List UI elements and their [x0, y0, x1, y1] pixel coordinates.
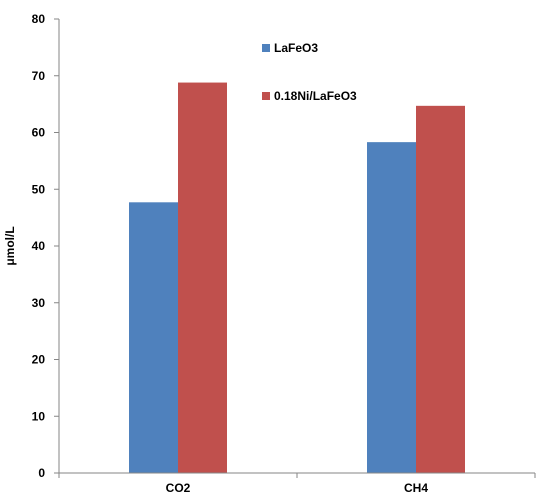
x-tick-label-ch4: CH4: [404, 481, 428, 495]
y-tick-label: 40: [32, 239, 46, 253]
legend-swatch-series-1: [262, 44, 270, 52]
y-tick-label: 60: [32, 126, 46, 140]
y-axis-title: μmol/L: [3, 226, 17, 265]
y-tick-label: 80: [32, 12, 46, 26]
bar-ch4-series-1: [367, 142, 416, 473]
legend-swatch-series-2: [262, 92, 270, 100]
legend-label-series-1: LaFeO3: [274, 41, 318, 55]
y-tick-label: 50: [32, 182, 46, 196]
y-tick-label: 0: [38, 466, 45, 480]
y-tick-label: 10: [32, 409, 46, 423]
bar-co2-series-2: [178, 82, 227, 473]
bars: [129, 82, 465, 474]
y-tick-label: 20: [32, 353, 46, 367]
legend-label-series-2: 0.18Ni/LaFeO3: [274, 89, 357, 103]
bar-co2-series-1: [129, 202, 178, 474]
legend: LaFeO3 0.18Ni/LaFeO3: [262, 41, 357, 103]
x-axis-ticks: CO2 CH4: [58, 473, 536, 495]
x-tick-label-co2: CO2: [166, 481, 191, 495]
bar-ch4-series-2: [416, 105, 465, 473]
y-axis-ticks: 0 10 20 30 40 50 60 70 80: [32, 12, 59, 480]
y-tick-label: 30: [32, 296, 46, 310]
y-tick-label: 70: [32, 69, 46, 83]
